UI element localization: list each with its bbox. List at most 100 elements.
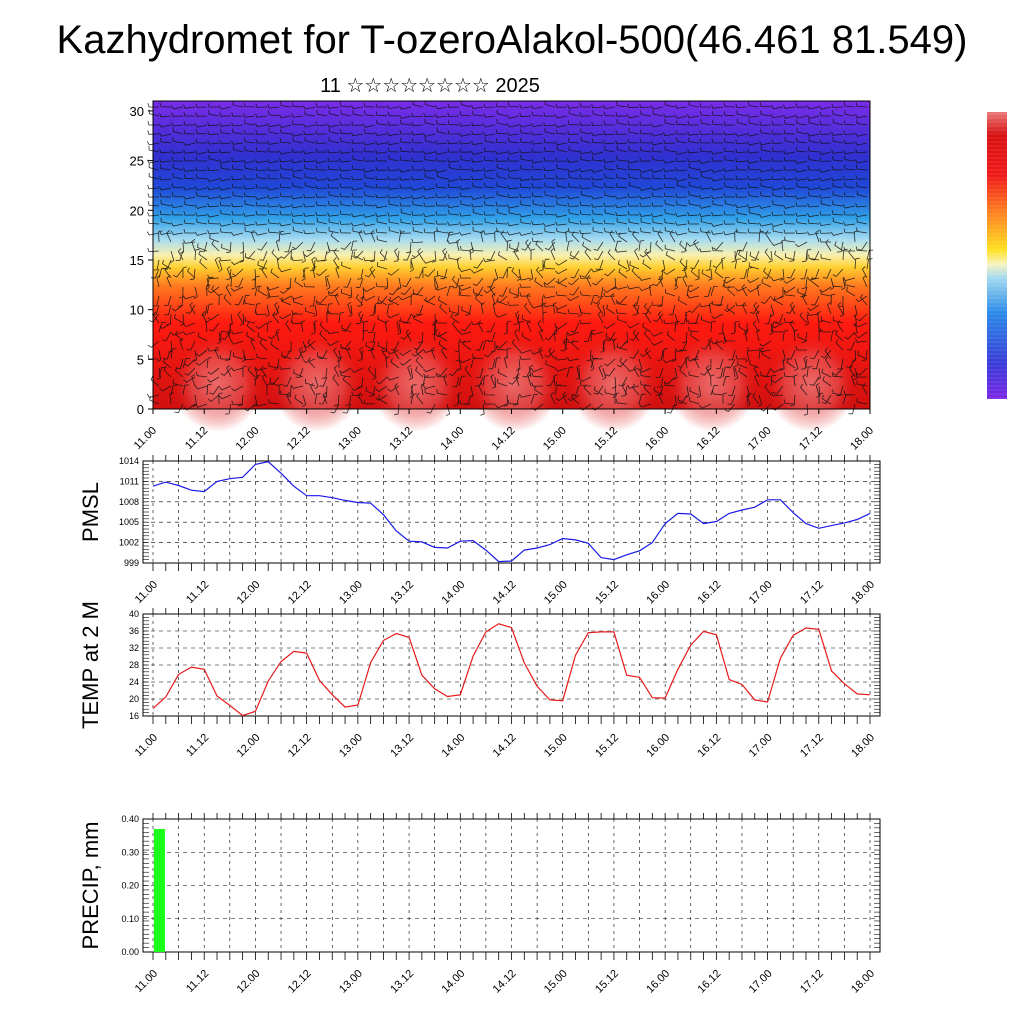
wind-barb — [364, 181, 376, 189]
wind-barb — [487, 277, 496, 288]
wind-barb — [687, 113, 700, 119]
wind-barb — [568, 209, 580, 216]
wind-barb — [673, 277, 678, 291]
wind-barb — [377, 315, 388, 324]
wind-barb — [370, 347, 376, 360]
wind-barb — [368, 322, 376, 334]
wind-barb — [747, 277, 760, 284]
wind-barb — [291, 132, 304, 137]
wind-barb — [507, 150, 520, 155]
wind-barb — [772, 227, 784, 234]
wind-barb — [266, 186, 280, 191]
wind-barb — [166, 229, 172, 243]
wind-barb — [855, 102, 868, 108]
wind-barb — [818, 392, 824, 405]
wind-barb — [270, 268, 280, 279]
wind-barb — [192, 349, 197, 362]
wind-barb — [149, 396, 160, 405]
wind-barb — [363, 213, 376, 218]
wind-barb — [760, 128, 772, 135]
wind-barb — [764, 313, 772, 325]
wind-barb — [195, 204, 208, 209]
wind-barb — [544, 182, 556, 189]
wind-barb — [852, 313, 857, 326]
wind-barb — [723, 220, 736, 225]
wind-barb — [832, 217, 844, 225]
wind-barb — [146, 159, 160, 164]
wind-barb — [560, 340, 568, 352]
wind-barb — [687, 120, 699, 126]
wind-barb — [830, 330, 837, 342]
wind-barb — [464, 365, 472, 378]
y-tick-label: 40 — [129, 609, 139, 619]
wind-barb — [171, 230, 184, 236]
wind-barb — [495, 201, 508, 207]
wind-barb — [534, 277, 544, 288]
wind-barb — [254, 285, 262, 297]
wind-barb — [351, 367, 364, 373]
wind-barb — [207, 286, 220, 294]
wind-barb — [219, 256, 232, 262]
wind-barb — [452, 376, 460, 388]
wind-barb — [352, 250, 364, 259]
wind-barb — [842, 394, 851, 405]
wind-barb — [160, 137, 172, 144]
wind-barb — [328, 127, 340, 135]
surface-warm-cell — [370, 336, 461, 432]
x-tick-label: 16.00 — [644, 579, 672, 607]
wind-barb — [393, 347, 400, 360]
wind-barb — [278, 123, 292, 128]
wind-barb — [363, 201, 376, 207]
wind-barb — [327, 286, 340, 295]
wind-barb — [699, 403, 712, 409]
wind-barb — [420, 383, 426, 396]
wind-barb — [643, 384, 652, 396]
wind-barb — [175, 330, 184, 342]
wind-barb — [555, 174, 568, 180]
wind-barb — [704, 286, 712, 298]
wind-barb — [207, 313, 220, 321]
wind-barb — [700, 118, 712, 126]
wind-barb — [735, 158, 748, 163]
wind-barb — [679, 366, 688, 378]
wind-barb — [740, 268, 748, 279]
wind-barb — [447, 203, 460, 209]
wind-barb — [279, 313, 292, 320]
wind-barb — [265, 304, 270, 318]
wind-barb — [164, 266, 172, 279]
wind-barb — [351, 213, 364, 218]
wind-barb — [507, 193, 520, 199]
wind-barb — [302, 394, 307, 408]
wind-barb — [710, 286, 718, 297]
wind-barb — [363, 256, 376, 262]
wind-barb — [639, 157, 652, 162]
wind-barb — [432, 322, 437, 335]
wind-barb — [843, 246, 855, 252]
wind-barb — [258, 259, 268, 270]
wind-barb — [735, 193, 748, 198]
wind-barb — [389, 296, 400, 306]
wind-barb — [219, 112, 232, 117]
wind-barb — [662, 159, 676, 164]
wind-barb — [627, 322, 640, 329]
wind-barb — [183, 174, 196, 180]
x-tick-label: 15.12 — [593, 968, 621, 996]
x-tick-label: 15.12 — [593, 732, 621, 760]
wind-barb — [639, 121, 652, 126]
wind-barb — [699, 303, 712, 308]
wind-barb — [603, 358, 616, 367]
wind-barb — [665, 288, 676, 297]
wind-barb — [722, 392, 728, 404]
wind-barb — [688, 326, 700, 333]
wind-barb — [748, 208, 760, 216]
wind-barb — [734, 230, 739, 243]
wind-barb — [309, 295, 316, 307]
wind-barb — [195, 103, 208, 108]
wind-barb — [711, 230, 724, 235]
wind-barb — [433, 320, 438, 333]
wind-barb — [435, 201, 448, 207]
wind-barb — [231, 183, 244, 189]
wind-barb — [600, 340, 605, 353]
wind-barb — [437, 270, 448, 279]
wind-barb — [470, 195, 484, 200]
